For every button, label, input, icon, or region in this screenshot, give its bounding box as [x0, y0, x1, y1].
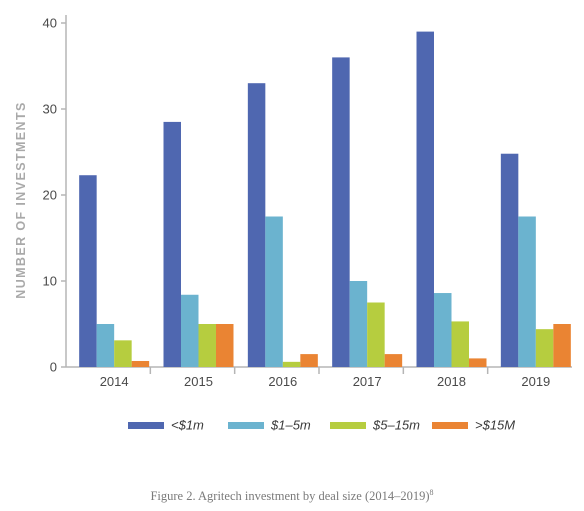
caption-text: Figure 2. Agritech investment by deal si… [150, 489, 430, 504]
y-tick-label: 30 [43, 102, 57, 117]
bar-2017-3 [384, 354, 403, 367]
bar-2015-1 [181, 294, 199, 367]
y-tick-label: 0 [50, 360, 57, 375]
bar-2017-1 [349, 281, 368, 367]
y-tick-label: 40 [43, 16, 57, 31]
legend-swatch [128, 422, 164, 429]
bar-2016-0 [247, 83, 266, 367]
bar-2018-1 [434, 293, 452, 367]
bar-2014-2 [114, 340, 132, 367]
legend-swatch [228, 422, 264, 429]
figure-caption: Figure 2. Agritech investment by deal si… [0, 488, 584, 504]
bar-2016-2 [282, 361, 301, 367]
bar-2015-2 [198, 324, 216, 367]
bar-2015-0 [163, 121, 181, 368]
bar-2014-3 [131, 360, 150, 367]
bar-2016-1 [265, 216, 283, 367]
caption-footnote-mark: 8 [429, 488, 434, 497]
bar-2019-0 [500, 153, 519, 367]
bar-2019-1 [518, 216, 536, 367]
bar-2018-2 [451, 321, 469, 367]
legend-label: <$1m [171, 418, 204, 433]
legend-swatch [432, 422, 468, 429]
legend-label: $1–5m [270, 418, 311, 433]
bar-2016-3 [300, 354, 318, 367]
y-tick-label: 20 [43, 188, 57, 203]
bar-2017-0 [332, 57, 350, 368]
bar-2019-3 [553, 324, 571, 367]
bar-chart: 0 10 20 30 40 NUMBER OF INVESTMENTS 2014 2015 20… [14, 15, 572, 433]
legend-swatch [330, 422, 366, 429]
bar-2014-0 [79, 175, 97, 367]
x-tick-label: 2017 [353, 374, 382, 389]
bar-2018-0 [416, 31, 434, 367]
bar-2014-1 [96, 324, 115, 367]
bar-2017-2 [367, 302, 385, 367]
bar-2018-3 [469, 358, 487, 367]
bar-2019-2 [535, 329, 554, 367]
x-tick-label: 2019 [521, 374, 550, 389]
chart-bars [79, 31, 571, 368]
y-tick-label: 10 [43, 274, 57, 289]
x-tick-label: 2015 [184, 374, 213, 389]
bar-2015-3 [216, 324, 234, 367]
legend-label: $5–15m [372, 418, 420, 433]
chart-axes: 0 10 20 30 40 NUMBER OF INVESTMENTS 2014 2015 20… [14, 15, 572, 389]
y-axis-label: NUMBER OF INVESTMENTS [14, 101, 28, 298]
chart-legend: <$1m $1–5m $5–15m >$15M [128, 418, 515, 433]
x-tick-label: 2014 [100, 374, 129, 389]
legend-label: >$15M [475, 418, 515, 433]
x-tick-label: 2016 [268, 374, 297, 389]
x-tick-label: 2018 [437, 374, 466, 389]
